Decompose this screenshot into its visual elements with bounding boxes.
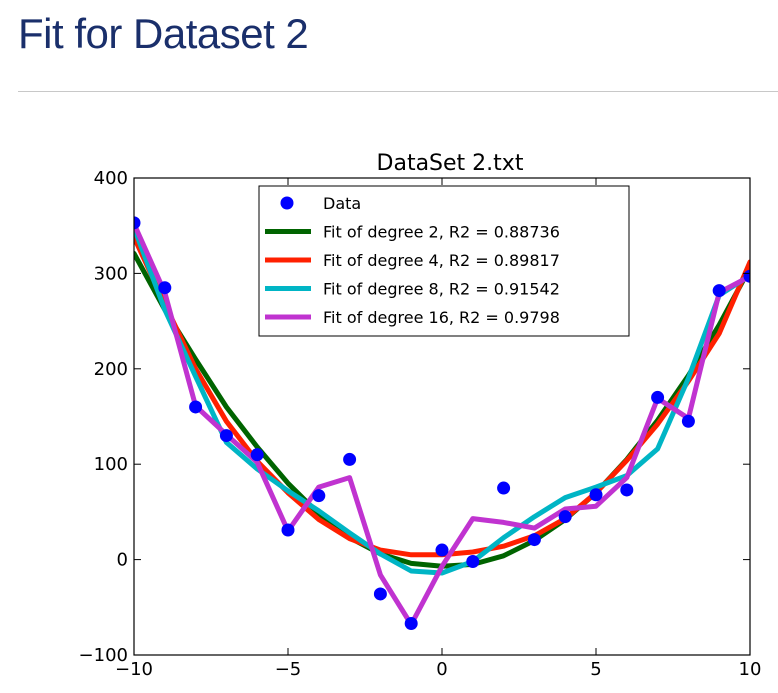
data-point bbox=[620, 483, 634, 497]
legend-label-2: Fit of degree 4, R2 = 0.89817 bbox=[323, 251, 560, 270]
legend-label-1: Fit of degree 2, R2 = 0.88736 bbox=[323, 223, 560, 242]
data-point bbox=[497, 481, 511, 495]
slide-title: Fit for Dataset 2 bbox=[18, 10, 309, 57]
data-point bbox=[343, 452, 357, 466]
y-tick-label: 300 bbox=[94, 263, 128, 284]
chart-title: DataSet 2.txt bbox=[377, 151, 524, 176]
data-point bbox=[219, 429, 233, 443]
data-point bbox=[651, 390, 665, 404]
data-point bbox=[589, 488, 603, 502]
legend: Data Fit of degree 2, R2 = 0.88736 Fit of … bbox=[258, 185, 630, 337]
data-point bbox=[373, 587, 387, 601]
data-point bbox=[466, 555, 480, 569]
y-tick-label: −100 bbox=[79, 645, 128, 666]
x-tick-label: 0 bbox=[436, 659, 447, 680]
x-tick-label: −10 bbox=[115, 659, 153, 680]
y-tick-label: 100 bbox=[94, 454, 128, 475]
x-tick-label: 5 bbox=[590, 659, 601, 680]
y-tick-label: 400 bbox=[94, 168, 128, 189]
data-point bbox=[435, 543, 449, 557]
data-point bbox=[134, 216, 141, 230]
legend-label-3: Fit of degree 8, R2 = 0.91542 bbox=[323, 280, 560, 299]
x-tick-label: 10 bbox=[739, 659, 762, 680]
data-point bbox=[527, 533, 541, 547]
data-point bbox=[158, 281, 172, 295]
data-point bbox=[281, 523, 295, 537]
data-point bbox=[712, 284, 726, 298]
data-point bbox=[250, 448, 264, 462]
data-point bbox=[681, 414, 695, 428]
legend-label-data: Data bbox=[323, 194, 361, 213]
legend-marker-data bbox=[280, 196, 294, 210]
series-line-3 bbox=[134, 225, 750, 576]
y-tick-label: 0 bbox=[117, 550, 128, 571]
data-point bbox=[312, 489, 326, 503]
data-point bbox=[404, 617, 418, 631]
legend-box bbox=[258, 185, 630, 337]
y-tick-label: 200 bbox=[94, 359, 128, 380]
x-tick-label: −5 bbox=[275, 659, 302, 680]
series-line-4 bbox=[134, 221, 750, 627]
legend-label-4: Fit of degree 16, R2 = 0.9798 bbox=[323, 308, 560, 327]
data-point bbox=[189, 400, 203, 414]
data-point bbox=[558, 510, 572, 524]
title-divider bbox=[18, 91, 778, 92]
